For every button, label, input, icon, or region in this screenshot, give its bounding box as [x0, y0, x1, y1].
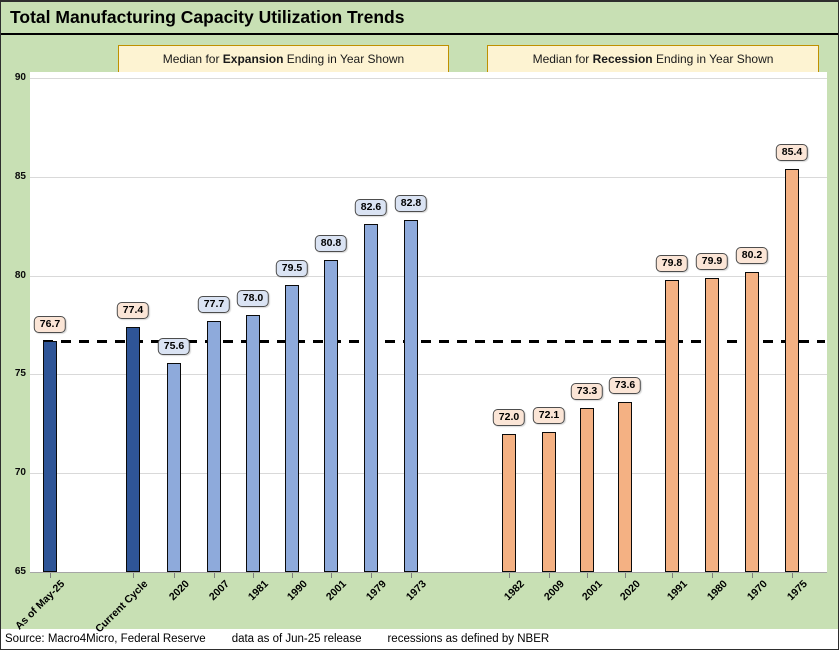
bar-value-label: 79.5	[275, 260, 309, 278]
x-axis-category-label: 2009	[541, 578, 567, 604]
bar-expansion-medians	[246, 315, 260, 572]
x-axis-tick	[549, 573, 550, 578]
bar-recession-medians	[618, 402, 632, 572]
expansion-header-prefix: Median for	[162, 52, 223, 66]
title-bar: Total Manufacturing Capacity Utilization…	[1, 2, 838, 35]
bar-current-values	[126, 326, 140, 572]
x-axis-tick	[371, 573, 372, 578]
page-title: Total Manufacturing Capacity Utilization…	[10, 7, 405, 27]
bar-recession-medians	[665, 279, 679, 572]
x-axis-category-label: 1980	[704, 578, 730, 604]
bar-value-label: 79.8	[655, 254, 689, 272]
y-gridline	[30, 473, 827, 475]
y-gridline	[30, 78, 827, 79]
bar-value-label: 77.4	[116, 301, 150, 319]
y-gridline	[30, 374, 827, 376]
recession-header-suffix: Ending in Year Shown	[652, 52, 774, 66]
bar-value-label: 85.4	[775, 143, 809, 161]
plot-area: 76.7 77.4 75.6 77.7 78.0 79.5 80.8 82.6 82.8 72.0…	[30, 72, 827, 573]
y-gridline	[30, 275, 827, 277]
x-axis-tick	[214, 573, 215, 578]
bar-recession-medians	[502, 433, 516, 572]
bar-recession-medians	[785, 168, 799, 572]
footer-nber-note: recessions as defined by NBER	[387, 633, 550, 645]
bar-value-label: 77.7	[197, 296, 231, 314]
x-axis-category-label: 1991	[664, 578, 690, 604]
bar-recession-medians	[745, 271, 759, 572]
y-axis-tick-label: 90	[14, 72, 26, 83]
x-axis-tick	[712, 573, 713, 578]
x-axis-category-label: 2001	[323, 578, 349, 604]
bar-recession-medians	[705, 277, 719, 572]
bar-value-label: 72.1	[532, 406, 566, 424]
x-axis-tick	[133, 573, 134, 578]
bar-value-label: 82.6	[354, 199, 388, 217]
bar-expansion-medians	[324, 259, 338, 572]
x-axis-tick	[331, 573, 332, 578]
x-axis-category-label: 2020	[617, 578, 643, 604]
x-axis-category-label: 1975	[784, 578, 810, 604]
x-axis-tick	[792, 573, 793, 578]
footer-release: data as of Jun-25 release	[231, 633, 362, 645]
reference-dashed-line	[43, 339, 825, 343]
x-axis-category-label: 2001	[579, 578, 605, 604]
expansion-header-box: Median for Expansion Ending in Year Show…	[118, 45, 449, 74]
bar-current-values	[43, 340, 57, 572]
y-axis-tick-label: 85	[14, 170, 26, 182]
bar-expansion-medians	[285, 285, 299, 572]
y-axis-tick-label: 65	[14, 566, 26, 577]
bar-expansion-medians	[404, 220, 418, 572]
bar-value-label: 73.3	[570, 382, 604, 400]
y-axis-tick-label: 70	[14, 467, 26, 479]
y-gridline	[30, 176, 827, 178]
source-footer: Source: Macro4Micro, Federal Reserve dat…	[1, 629, 838, 649]
x-axis-category-label: As of May-25	[13, 578, 68, 633]
footer-source: Source: Macro4Micro, Federal Reserve	[5, 633, 206, 645]
x-axis-tick	[509, 573, 510, 578]
x-axis-category-label: Current Cycle	[93, 578, 151, 636]
recession-header-box: Median for Recession Ending in Year Show…	[487, 45, 819, 74]
bar-value-label: 72.0	[492, 408, 526, 426]
x-axis-category-label: 2020	[166, 578, 192, 604]
x-axis-category-label: 1979	[363, 578, 389, 604]
x-axis-category-label: 1990	[284, 578, 310, 604]
x-axis-tick	[752, 573, 753, 578]
y-axis-tick-label: 80	[14, 269, 26, 281]
expansion-header-keyword: Expansion	[222, 52, 284, 66]
recession-header-prefix: Median for	[532, 52, 593, 66]
bar-value-label: 73.6	[608, 377, 642, 395]
x-axis-category-label: 2007	[206, 578, 232, 604]
x-axis-tick	[292, 573, 293, 578]
bar-expansion-medians	[207, 321, 221, 572]
recession-header-keyword: Recession	[592, 52, 653, 66]
bar-expansion-medians	[167, 362, 181, 572]
x-axis-tick	[50, 573, 51, 578]
x-axis-category-label: 1973	[403, 578, 429, 604]
bar-recession-medians	[580, 407, 594, 572]
x-axis-tick	[625, 573, 626, 578]
bar-value-label: 75.6	[157, 337, 191, 355]
x-axis-tick	[672, 573, 673, 578]
bar-value-label: 82.8	[394, 195, 428, 213]
expansion-header-suffix: Ending in Year Shown	[283, 52, 405, 66]
bar-expansion-medians	[364, 224, 378, 572]
y-axis-tick-label: 75	[14, 368, 26, 380]
bar-value-label: 80.8	[314, 234, 348, 252]
bar-recession-medians	[542, 431, 556, 572]
x-axis-tick	[411, 573, 412, 578]
x-axis-tick	[587, 573, 588, 578]
x-axis-category-label: 1981	[245, 578, 271, 604]
x-axis-category-label: 1982	[501, 578, 527, 604]
bar-value-label: 76.7	[33, 315, 67, 333]
bar-value-label: 80.2	[735, 246, 769, 264]
x-axis-tick	[174, 573, 175, 578]
bar-value-label: 79.9	[695, 252, 729, 270]
bar-value-label: 78.0	[236, 290, 270, 308]
x-axis-category-label: 1970	[744, 578, 770, 604]
x-axis-tick	[253, 573, 254, 578]
